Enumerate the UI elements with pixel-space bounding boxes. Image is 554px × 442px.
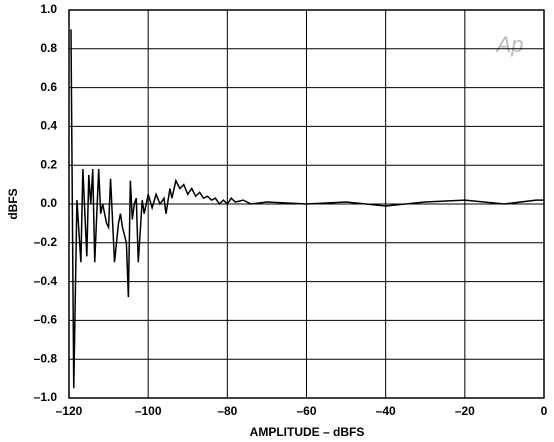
plot-frame [68, 9, 545, 399]
x-tick-label: –20 [455, 404, 475, 418]
y-tick-label: 0.6 [40, 80, 57, 94]
x-tick-label: –120 [56, 404, 83, 418]
x-tick-label: –100 [135, 404, 162, 418]
x-axis-label: AMPLITUDE – dBFS [250, 425, 365, 439]
y-tick-label: –0.4 [34, 274, 58, 288]
y-tick-label: 0.0 [40, 196, 57, 210]
data-line [70, 29, 544, 389]
y-tick-label: 0.2 [40, 157, 57, 171]
x-tick-label: –80 [217, 404, 237, 418]
y-tick-label: –1.0 [34, 390, 58, 404]
y-tick-label: –0.2 [34, 235, 58, 249]
x-tick-label: 0 [541, 404, 548, 418]
y-tick-label: 0.8 [40, 41, 57, 55]
y-tick-label: –0.8 [34, 351, 58, 365]
y-tick-label: 0.4 [40, 119, 57, 133]
y-tick-label: –0.6 [34, 313, 58, 327]
watermark: Ap [495, 32, 524, 57]
y-axis-label: dBFS [6, 188, 20, 219]
y-tick-label: 1.0 [40, 2, 57, 16]
x-tick-label: –40 [376, 404, 396, 418]
x-tick-label: –60 [296, 404, 316, 418]
